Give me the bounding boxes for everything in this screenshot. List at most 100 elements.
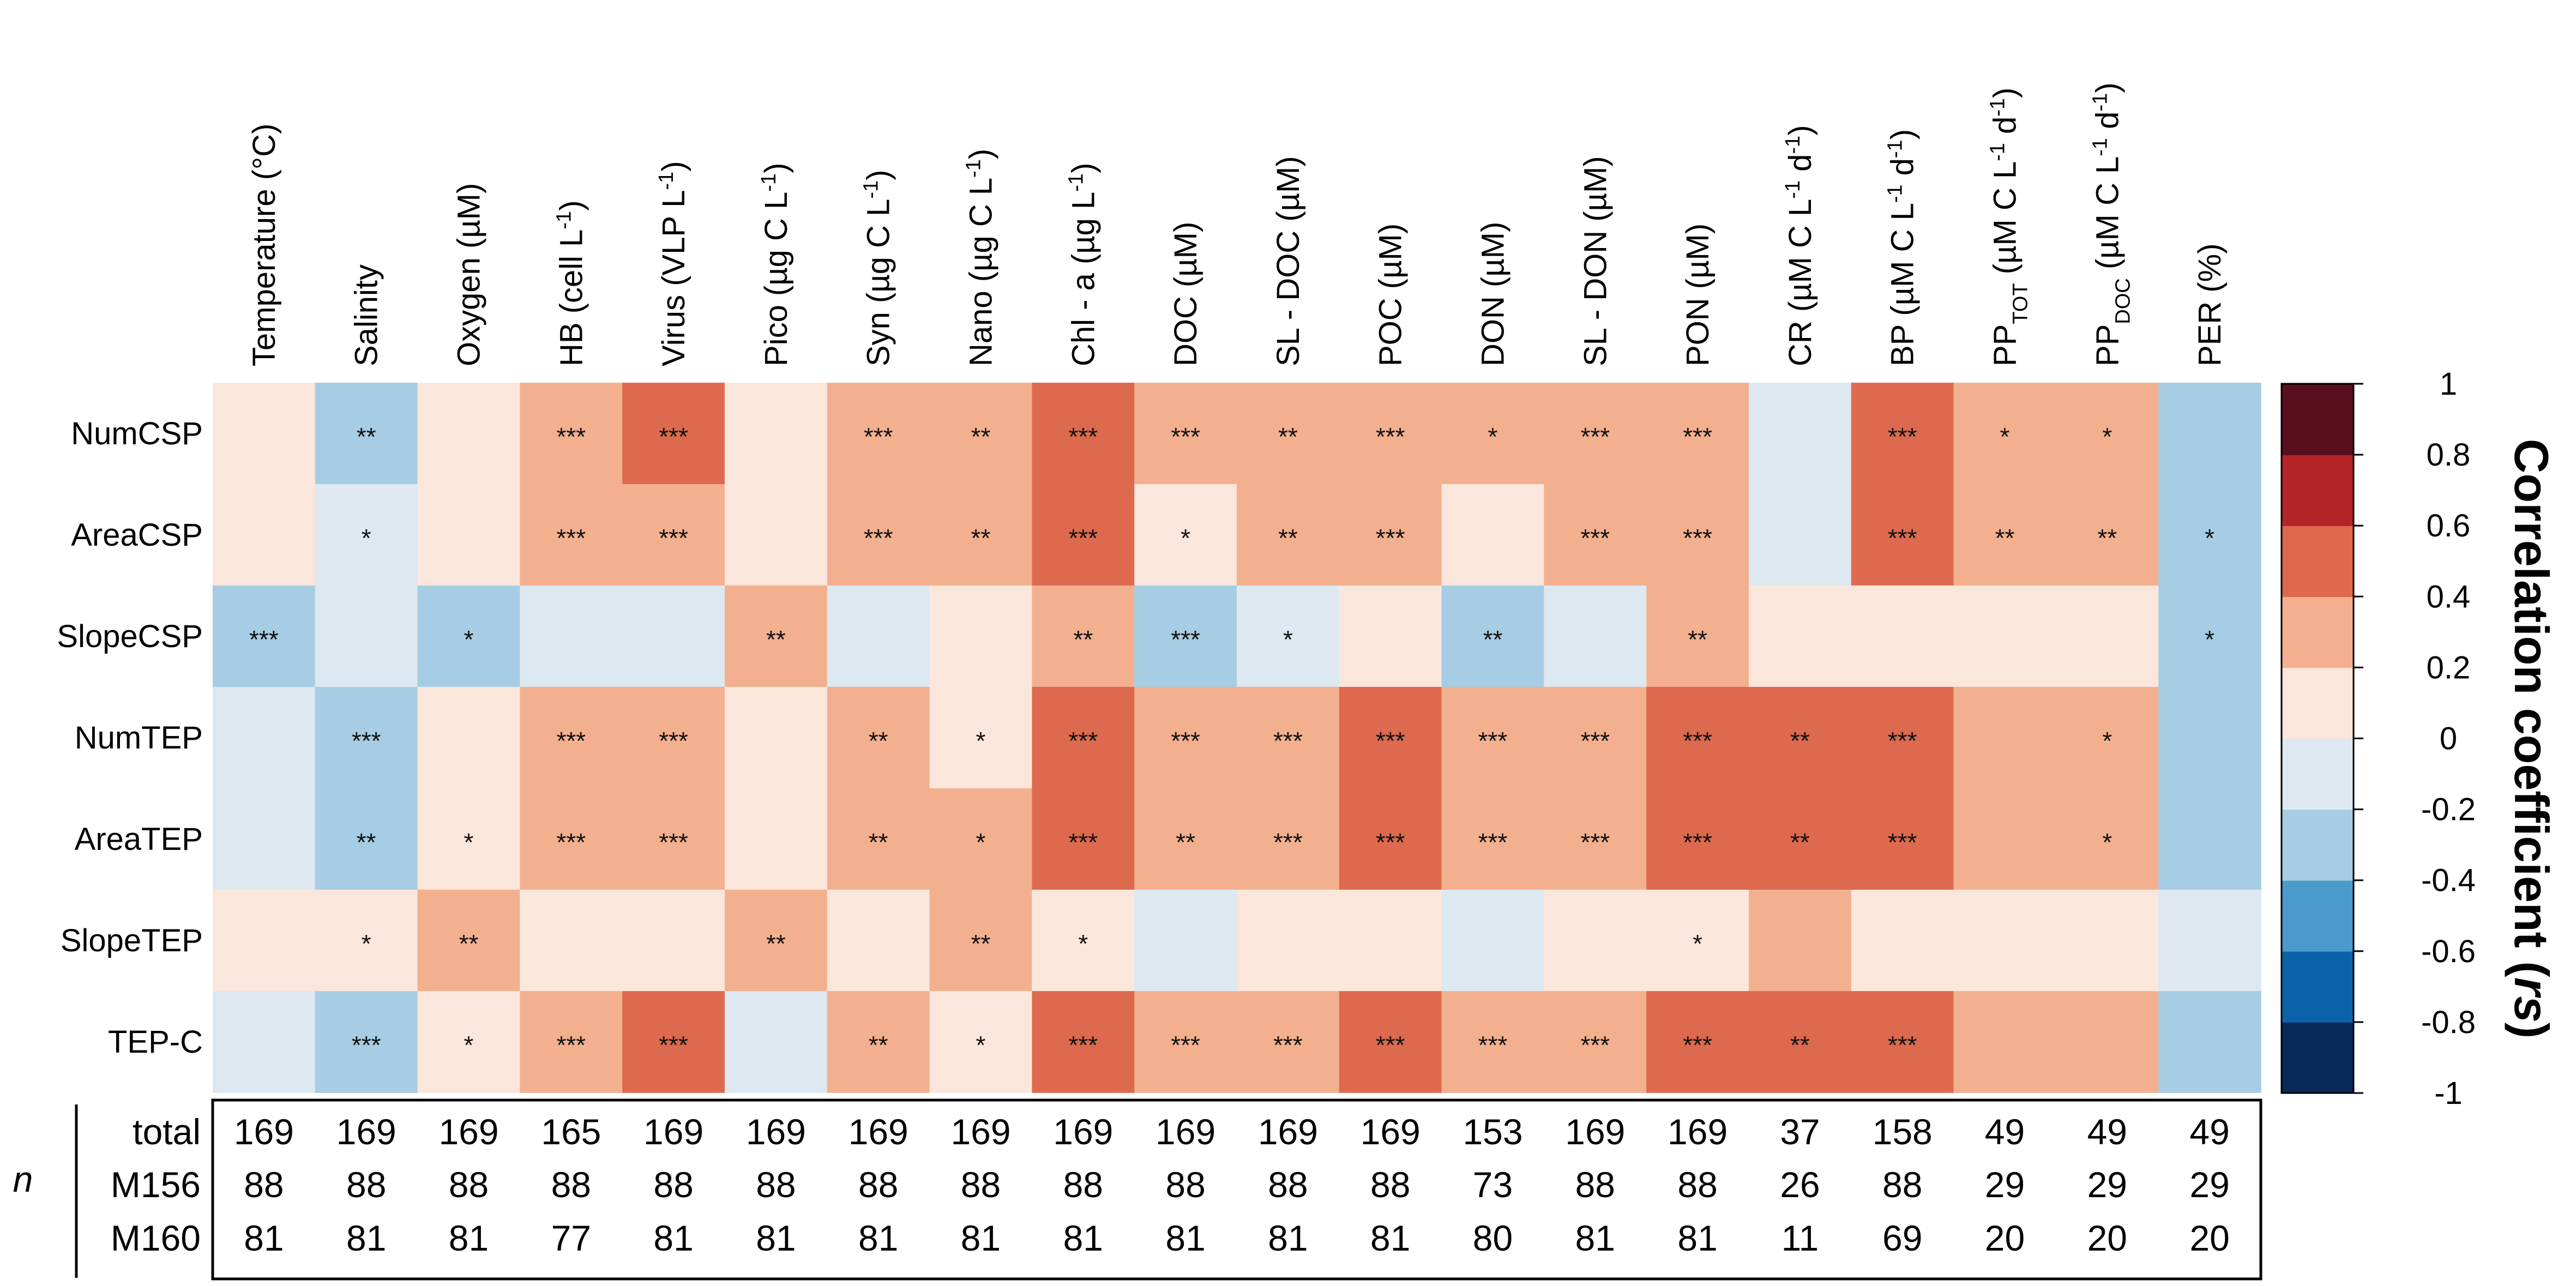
row-label: SlopeTEP <box>61 923 203 958</box>
column-label: Oxygen (µM) <box>452 183 487 366</box>
heatmap-cell <box>1544 585 1647 687</box>
heatmap-cell <box>1544 484 1647 586</box>
significance-marker: ** <box>1995 524 2015 552</box>
significance-markers: ** *** *** *** ** *** *** ** *** * *** *** *** * ** ***… <box>249 422 2214 1059</box>
colorbar-segment <box>2282 809 2354 881</box>
heatmap-cell <box>2158 383 2261 485</box>
colorbar-segment <box>2282 667 2354 739</box>
heatmap-cell <box>1646 890 1749 992</box>
heatmap-cell <box>1544 788 1647 890</box>
heatmap-cell <box>1237 890 1340 992</box>
n-value: 88 <box>346 1164 386 1205</box>
heatmap-cell <box>1544 687 1647 789</box>
heatmap-cell <box>827 788 930 890</box>
heatmap-cell <box>1749 890 1852 992</box>
heatmap-cell <box>725 687 828 789</box>
heatmap-cell <box>1441 383 1545 485</box>
row-label: AreaTEP <box>75 822 203 857</box>
n-value: 26 <box>1780 1164 1820 1205</box>
significance-marker: ** <box>869 1031 888 1059</box>
significance-marker: *** <box>556 524 586 552</box>
significance-marker: * <box>2102 828 2112 856</box>
significance-marker: ** <box>1278 422 1298 451</box>
column-label: PON (µM) <box>1680 224 1716 366</box>
heatmap-cell <box>1339 890 1442 992</box>
column-labels: Temperature (°C) Salinity Oxygen (µM) HB (c… <box>246 82 2228 366</box>
significance-marker: ** <box>1790 727 1810 755</box>
heatmap-cell <box>2056 585 2159 687</box>
heatmap-cells <box>213 383 2261 1093</box>
heatmap-cell <box>725 383 828 485</box>
n-value: 77 <box>551 1218 591 1258</box>
significance-marker: ** <box>869 727 888 755</box>
n-row-label: M156 <box>111 1164 201 1205</box>
colorbar-title: Correlation coefficient (rs) <box>2505 439 2559 1039</box>
row-label: NumCSP <box>71 416 203 451</box>
significance-marker: ** <box>1073 625 1093 654</box>
significance-marker: *** <box>1580 828 1610 856</box>
heatmap-cell <box>520 991 623 1093</box>
heatmap-cell <box>2056 991 2159 1093</box>
heatmap-cell <box>1646 383 1749 485</box>
heatmap-cell <box>1134 991 1237 1093</box>
significance-marker: *** <box>1888 828 1917 856</box>
n-value: 49 <box>2087 1112 2127 1152</box>
significance-marker: *** <box>659 524 688 552</box>
heatmap-cell <box>1544 991 1647 1093</box>
significance-marker: *** <box>1478 727 1508 755</box>
significance-marker: *** <box>659 422 688 451</box>
heatmap-cell <box>315 383 418 485</box>
significance-marker: ** <box>766 929 786 958</box>
heatmap-cell <box>1441 788 1545 890</box>
colorbar-tick-label: 0.6 <box>2427 508 2471 544</box>
significance-marker: ** <box>1790 1031 1810 1059</box>
colorbar: 1 0.8 0.6 0.4 0.2 0 -0.2 -0.4 -0.6 -0.8 -1 Correlat… <box>2280 366 2559 1111</box>
n-value: 169 <box>438 1112 498 1152</box>
heatmap-cell <box>520 687 623 789</box>
heatmap-cell <box>315 890 418 992</box>
n-value: 88 <box>1268 1164 1308 1205</box>
column-label: PER (%) <box>2192 243 2228 366</box>
significance-marker: * <box>976 828 986 856</box>
significance-marker: *** <box>1068 524 1098 552</box>
column-label: Chl - a (µg L-1) <box>1064 163 1101 366</box>
heatmap-cell <box>417 991 521 1093</box>
heatmap-cell <box>1749 484 1852 586</box>
heatmap-cell <box>213 383 316 485</box>
significance-marker: ** <box>1483 625 1503 654</box>
significance-marker: ** <box>766 625 786 654</box>
significance-marker: * <box>362 524 371 552</box>
significance-marker: ** <box>971 929 991 958</box>
colorbar-segment <box>2282 880 2354 952</box>
column-label: Virus (VLP L-1) <box>655 161 691 366</box>
n-value: 81 <box>858 1218 898 1258</box>
heatmap-cell <box>520 383 623 485</box>
significance-marker: * <box>2205 524 2214 552</box>
significance-marker: *** <box>1683 1031 1712 1059</box>
heatmap-cell <box>1851 788 1954 890</box>
heatmap-cell <box>1749 687 1852 789</box>
significance-marker: *** <box>1888 524 1917 552</box>
heatmap-cell <box>1953 991 2057 1093</box>
heatmap-cell <box>1953 585 2057 687</box>
significance-marker: *** <box>1580 1031 1610 1059</box>
column-label: Nano (µg C L-1) <box>962 149 999 366</box>
significance-marker: * <box>976 1031 986 1059</box>
heatmap-cell <box>622 788 725 890</box>
significance-marker: * <box>2000 422 2010 451</box>
n-value: 88 <box>1165 1164 1205 1205</box>
n-value: 169 <box>1258 1112 1318 1152</box>
significance-marker: *** <box>1171 1031 1200 1059</box>
heatmap-cell <box>1749 991 1852 1093</box>
heatmap-cell <box>1134 687 1237 789</box>
table-frame <box>211 1098 2262 1281</box>
n-row-label: M160 <box>111 1218 201 1258</box>
significance-marker: *** <box>1683 524 1712 552</box>
column-label: Pico (µg C L-1) <box>757 163 794 366</box>
n-value: 81 <box>1575 1218 1615 1258</box>
n-value: 88 <box>1882 1164 1922 1205</box>
significance-marker: * <box>464 625 474 654</box>
column-label: BP (µM C L-1 d-1) <box>1884 129 1921 366</box>
n-value: 169 <box>950 1112 1010 1152</box>
n-value: 88 <box>449 1164 489 1205</box>
